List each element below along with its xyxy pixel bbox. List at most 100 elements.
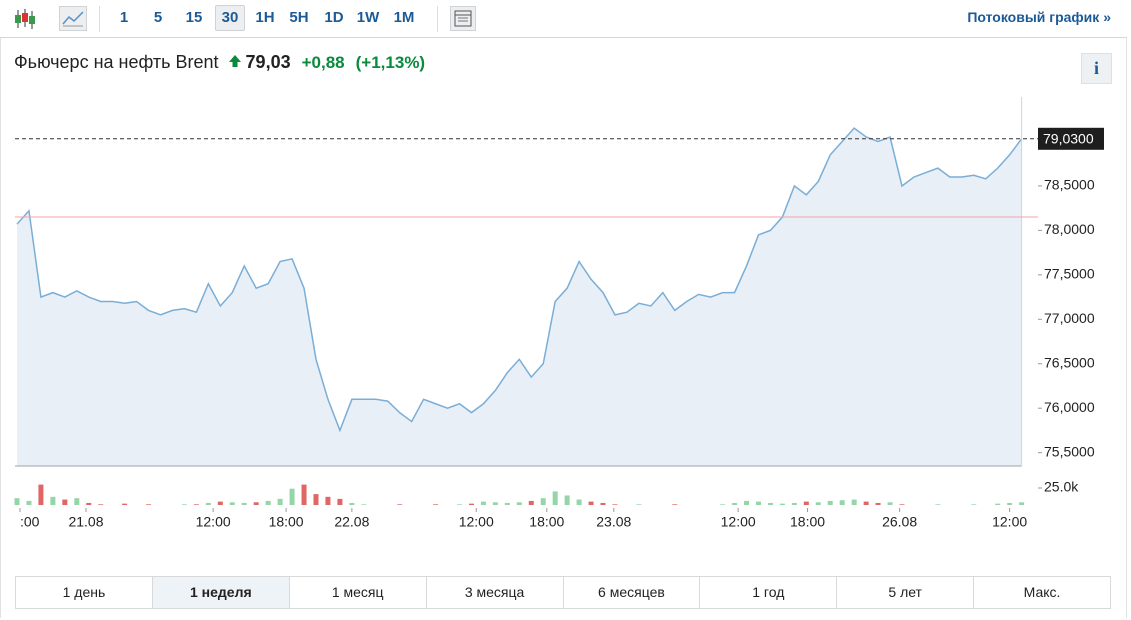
volume-bar	[241, 502, 247, 505]
x-tick-label: 18:00	[790, 514, 825, 530]
volume-bar	[504, 502, 510, 505]
volume-bar	[576, 499, 582, 505]
candles-icon[interactable]	[12, 7, 38, 31]
volume-bar	[516, 502, 522, 505]
price-line	[16, 127, 1023, 433]
period-tab[interactable]: 1 день	[62, 584, 106, 600]
stream-link-text[interactable]: Потоковый график	[967, 9, 1100, 25]
volume-bar	[839, 500, 845, 505]
volume-bar	[899, 504, 905, 505]
x-tick-label: 26.08	[882, 514, 917, 530]
change: +0,88	[301, 53, 345, 72]
y-tick-label: 77,5000	[1044, 266, 1095, 282]
volume-bar	[325, 496, 331, 505]
volume-bar	[217, 501, 223, 505]
interval-button[interactable]: 30	[215, 5, 245, 31]
volume-bar	[349, 502, 355, 505]
chart-frame	[0, 38, 1127, 618]
volume-bar	[803, 501, 809, 505]
stream-link[interactable]: Потоковый график »	[967, 9, 1111, 25]
volume-bar	[552, 491, 558, 505]
interval-button[interactable]: 5	[153, 9, 163, 26]
volume-bar	[122, 503, 128, 505]
volume-bar	[600, 502, 606, 505]
volume-bar	[935, 504, 941, 505]
volume-bar	[1007, 502, 1013, 505]
volume-bar	[193, 504, 199, 505]
volume-bar	[875, 502, 881, 505]
volume-bar	[62, 499, 68, 505]
volume-bar	[755, 501, 761, 505]
volume-bar	[457, 504, 463, 505]
volume-bar	[971, 504, 977, 505]
volume-bar	[744, 500, 750, 505]
interval-button[interactable]: 1H	[255, 9, 275, 26]
x-tick-label: 12:00	[992, 514, 1027, 530]
y-tick-label: 78,5000	[1044, 177, 1095, 193]
period-tab[interactable]: 1 месяц	[288, 577, 426, 608]
period-tab[interactable]: 1 год	[699, 577, 836, 608]
volume-bar	[98, 504, 104, 505]
last-price-box	[1038, 127, 1104, 150]
stream-link-arrow[interactable]: »	[1103, 9, 1111, 25]
volume-bar	[827, 500, 833, 505]
period-tab[interactable]: 3 месяца	[425, 577, 563, 608]
x-tick-label: 21.08	[68, 514, 103, 530]
interval-button[interactable]: 1M	[393, 9, 415, 26]
volume-bar	[851, 499, 857, 505]
info-button[interactable]: i	[1081, 53, 1112, 84]
y-tick-label: 75,5000	[1044, 443, 1095, 459]
volume-tick-label: 25.0k	[1044, 479, 1079, 495]
y-tick-label: 76,0000	[1044, 399, 1095, 415]
y-tick-label: 76,5000	[1044, 354, 1095, 370]
volume-bar	[779, 503, 785, 505]
period-tabs: 1 день 1 неделя 1 месяц 3 месяца 6 месяцев 1 …	[15, 576, 1111, 609]
x-tick-label: 12:00	[196, 514, 231, 530]
x-tick-label: :00	[20, 514, 40, 530]
period-tab[interactable]: Макс.	[973, 577, 1110, 608]
volume-bar	[492, 502, 498, 505]
area-icon[interactable]	[59, 6, 87, 31]
volume-bar	[612, 504, 618, 505]
period-tab[interactable]: 1 неделя	[151, 577, 289, 608]
volume-bar	[265, 500, 271, 505]
divider	[99, 6, 100, 32]
interval-button[interactable]: 1	[119, 9, 129, 26]
period-tab[interactable]: 5 лет	[836, 577, 973, 608]
volume-bar	[540, 498, 546, 505]
volume-bar	[672, 504, 678, 505]
volume-bar	[468, 503, 474, 505]
volume-bar	[815, 502, 821, 505]
volume-bar	[887, 502, 893, 505]
volume-bar	[229, 502, 235, 505]
up-arrow	[228, 55, 241, 67]
volume-bar	[289, 488, 295, 505]
divider	[437, 6, 438, 32]
interval-button[interactable]: 5H	[289, 9, 309, 26]
last-price-label: 79,0300	[1043, 130, 1094, 146]
volume-bar	[863, 501, 869, 505]
volume-bar	[253, 502, 259, 505]
interval-button[interactable]: 1W	[356, 9, 380, 26]
x-tick-label: 12:00	[721, 514, 756, 530]
volume-bar	[361, 504, 367, 505]
y-tick-label: 78,0000	[1044, 221, 1095, 237]
x-tick-label: 12:00	[459, 514, 494, 530]
volume-bar	[38, 484, 44, 505]
x-tick-label: 22.08	[334, 514, 369, 530]
volume-bar	[636, 504, 642, 505]
volume-bar	[181, 504, 187, 505]
volume-bar	[397, 504, 403, 505]
volume-bar	[720, 504, 726, 505]
volume-bar	[995, 503, 1001, 505]
volume-bar	[528, 500, 534, 505]
news-icon[interactable]	[450, 6, 476, 31]
interval-button[interactable]: 15	[185, 9, 203, 26]
volume-bar	[588, 501, 594, 505]
x-tick-label: 18:00	[269, 514, 304, 530]
interval-button[interactable]: 1D	[324, 9, 344, 26]
volume-bar	[277, 498, 283, 505]
period-tab[interactable]: 6 месяцев	[562, 577, 700, 608]
x-tick-label: 23.08	[596, 514, 631, 530]
